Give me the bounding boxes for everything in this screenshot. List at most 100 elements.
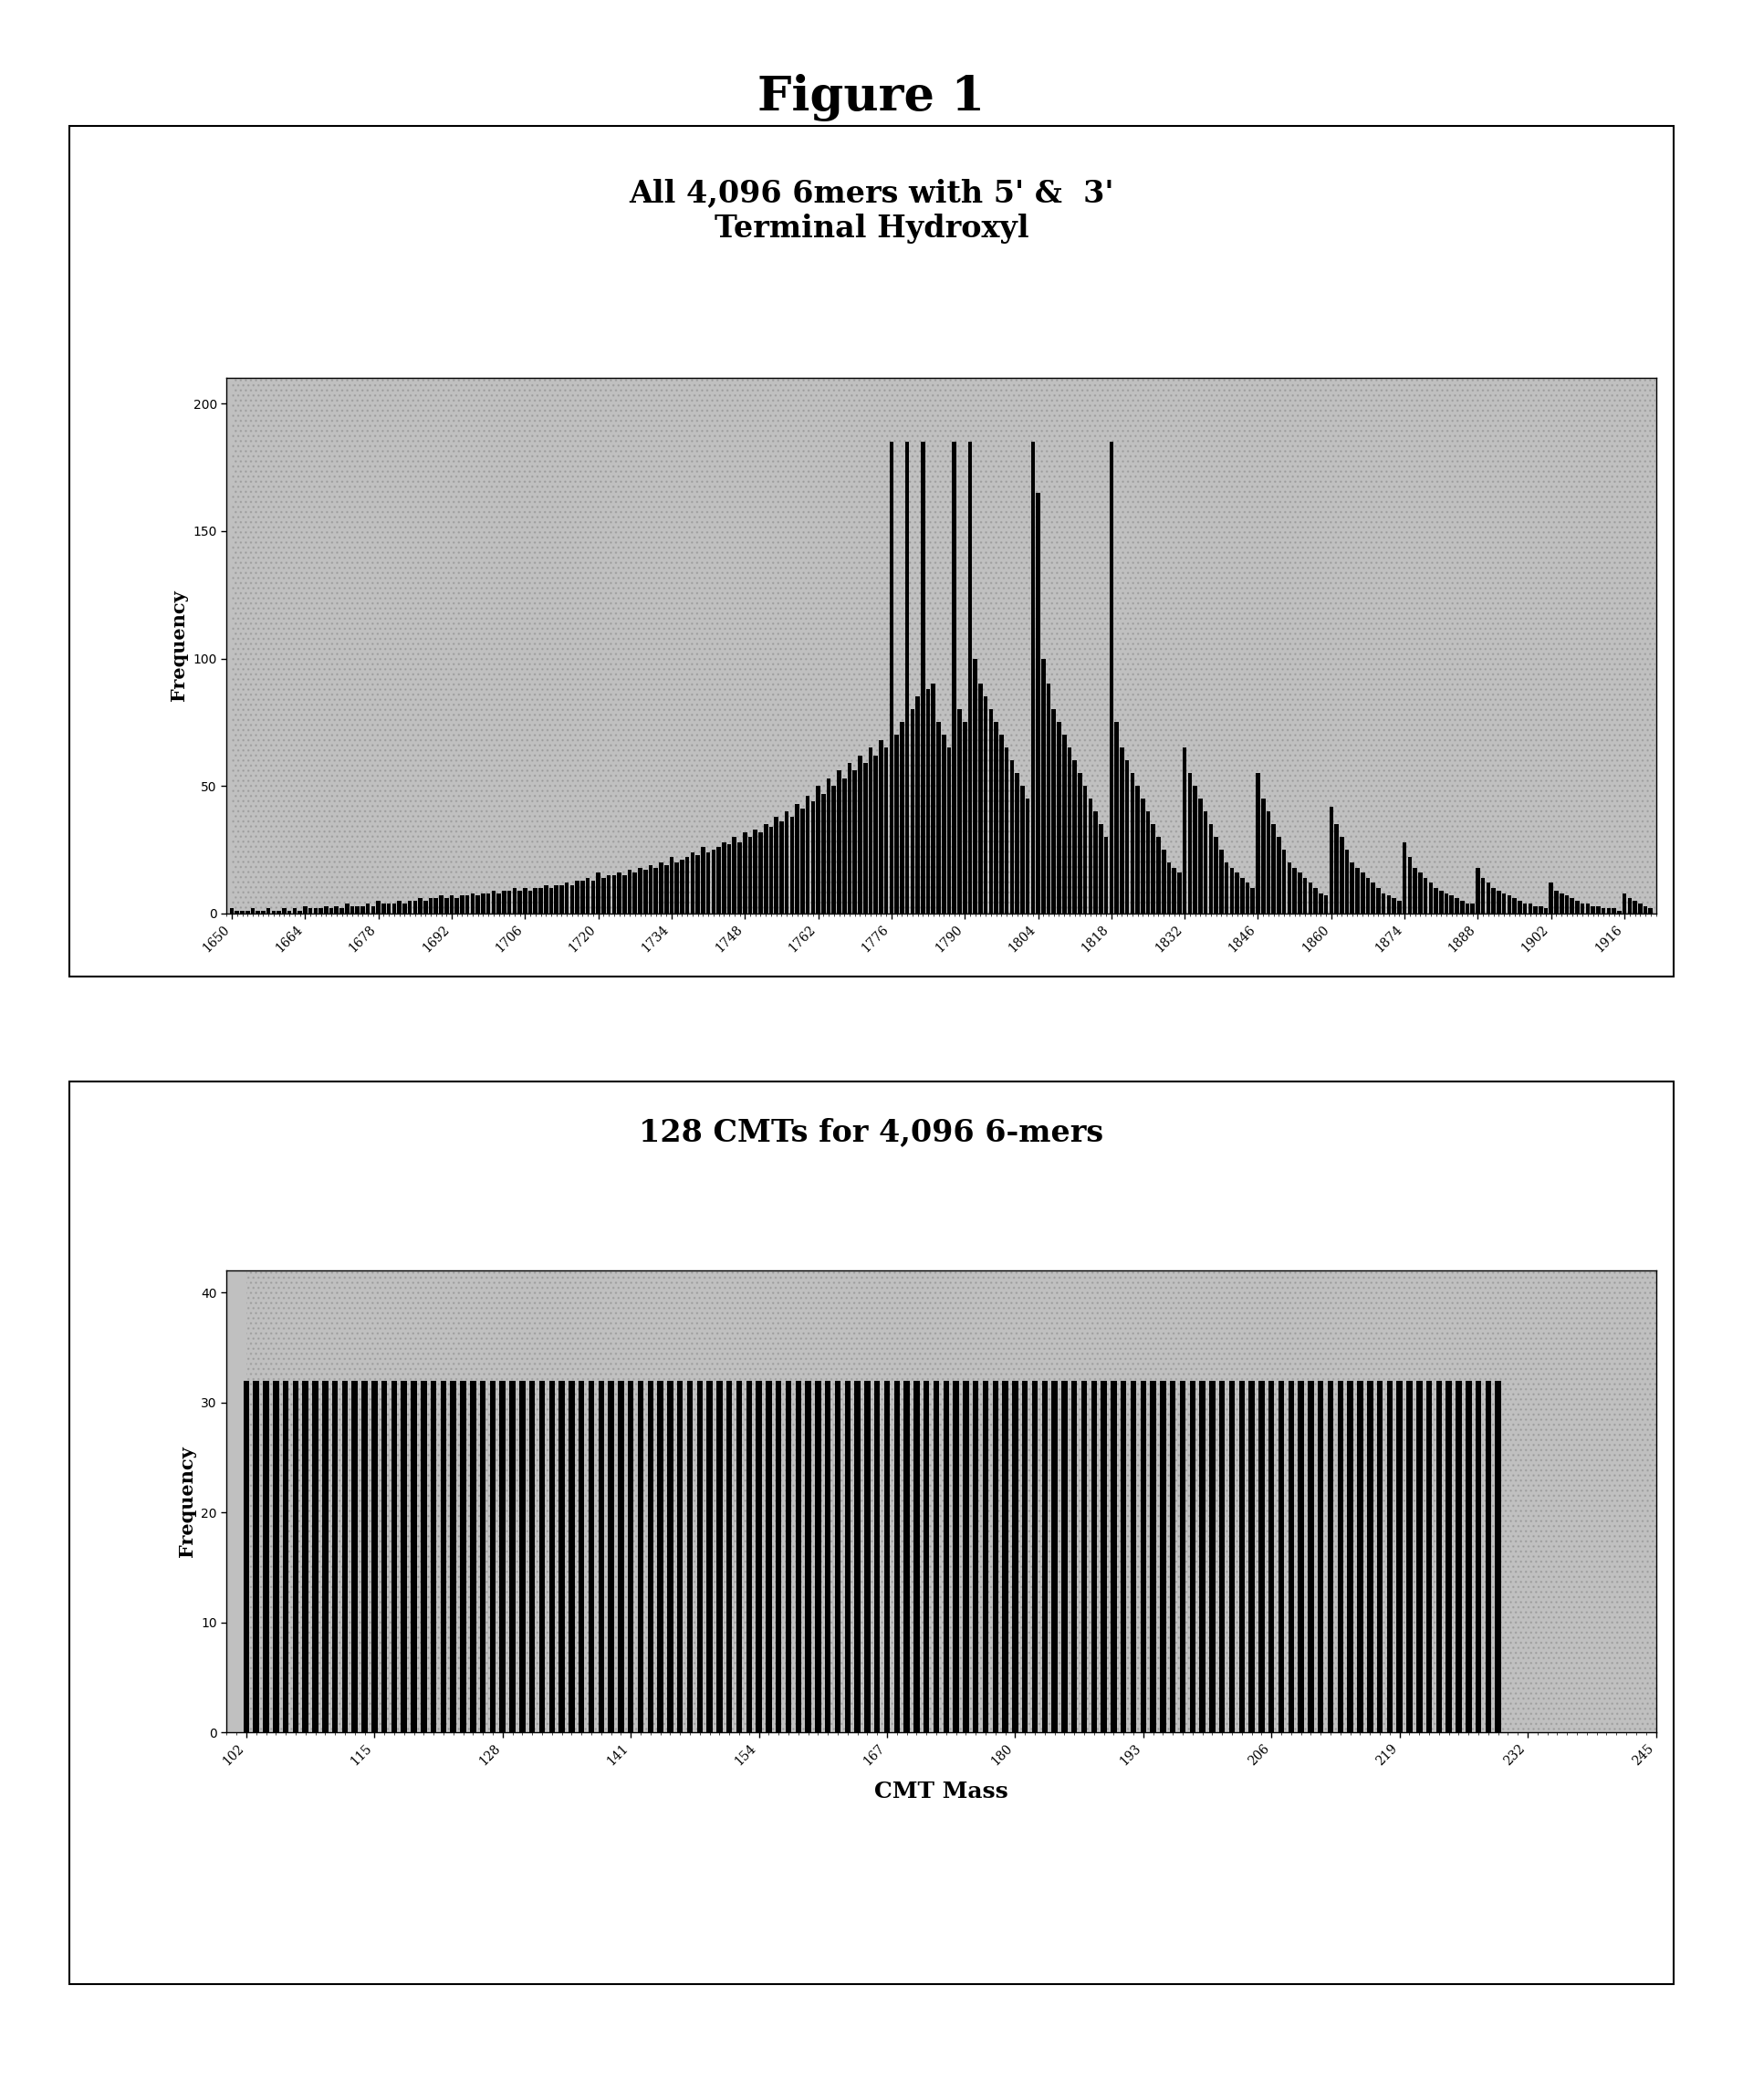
- Bar: [894, 735, 899, 913]
- Bar: [962, 722, 967, 914]
- Bar: [952, 441, 957, 913]
- Bar: [612, 876, 615, 913]
- Bar: [1239, 1380, 1245, 1732]
- Bar: [790, 817, 795, 914]
- Bar: [1426, 1380, 1433, 1732]
- Bar: [727, 1380, 732, 1732]
- Bar: [711, 850, 716, 914]
- Bar: [519, 1380, 525, 1732]
- Bar: [1192, 785, 1197, 913]
- Bar: [1502, 892, 1506, 913]
- Bar: [1283, 850, 1286, 914]
- Bar: [1229, 1380, 1236, 1732]
- Bar: [1145, 811, 1150, 913]
- Bar: [1393, 899, 1396, 913]
- Bar: [1523, 903, 1527, 913]
- Bar: [638, 867, 641, 914]
- Bar: [931, 685, 936, 913]
- Bar: [1278, 838, 1281, 913]
- Bar: [352, 1380, 357, 1732]
- Bar: [1269, 1380, 1274, 1732]
- Bar: [1129, 773, 1135, 914]
- Bar: [460, 1380, 465, 1732]
- Bar: [1025, 798, 1030, 913]
- Bar: [1103, 838, 1109, 913]
- Bar: [1140, 1380, 1147, 1732]
- Bar: [1170, 1380, 1177, 1732]
- Bar: [1612, 909, 1616, 913]
- Bar: [1203, 811, 1208, 913]
- Bar: [1396, 1380, 1403, 1732]
- Bar: [568, 1380, 575, 1732]
- Bar: [429, 899, 432, 913]
- Bar: [1098, 825, 1103, 913]
- Bar: [387, 903, 390, 913]
- Bar: [1166, 863, 1171, 913]
- Bar: [322, 1380, 328, 1732]
- Bar: [910, 710, 915, 913]
- Bar: [441, 1380, 446, 1732]
- Bar: [431, 1380, 436, 1732]
- Bar: [1455, 1380, 1462, 1732]
- Bar: [1251, 888, 1255, 913]
- Bar: [1628, 899, 1631, 913]
- Bar: [1067, 748, 1072, 913]
- Bar: [314, 909, 317, 913]
- Bar: [753, 830, 758, 914]
- Bar: [973, 1380, 978, 1732]
- Bar: [847, 762, 852, 913]
- Bar: [309, 909, 312, 913]
- Bar: [999, 735, 1004, 913]
- Bar: [608, 1380, 614, 1732]
- Bar: [1042, 1380, 1048, 1732]
- Bar: [889, 441, 894, 913]
- Bar: [1299, 1380, 1304, 1732]
- Bar: [926, 689, 931, 914]
- Bar: [544, 886, 547, 913]
- Bar: [591, 880, 594, 913]
- Bar: [1257, 773, 1260, 914]
- Bar: [1272, 825, 1276, 913]
- Bar: [471, 1380, 476, 1732]
- Bar: [298, 911, 302, 914]
- Bar: [1485, 1380, 1492, 1732]
- Bar: [1013, 1380, 1018, 1732]
- Bar: [1644, 905, 1647, 913]
- Bar: [251, 909, 254, 913]
- Bar: [736, 1380, 743, 1732]
- Bar: [420, 1380, 427, 1732]
- Bar: [1544, 909, 1548, 913]
- Bar: [619, 1380, 624, 1732]
- Bar: [1461, 901, 1464, 914]
- Bar: [826, 779, 831, 913]
- Bar: [779, 821, 784, 913]
- Bar: [924, 1380, 929, 1732]
- Bar: [293, 1380, 298, 1732]
- Bar: [1190, 1380, 1196, 1732]
- Bar: [356, 905, 359, 913]
- Bar: [579, 1380, 584, 1732]
- Bar: [831, 785, 837, 913]
- Bar: [371, 905, 375, 913]
- Bar: [1299, 874, 1302, 914]
- Bar: [512, 888, 516, 913]
- Bar: [884, 748, 889, 913]
- Bar: [905, 441, 910, 913]
- Bar: [408, 901, 411, 914]
- Bar: [361, 905, 364, 913]
- Bar: [659, 863, 664, 913]
- Bar: [1061, 735, 1067, 913]
- Bar: [988, 710, 994, 913]
- Bar: [256, 911, 260, 914]
- Bar: [465, 895, 469, 914]
- Bar: [267, 909, 270, 913]
- Bar: [1497, 890, 1501, 914]
- Bar: [946, 748, 952, 913]
- Bar: [528, 890, 532, 914]
- Bar: [1387, 1380, 1393, 1732]
- Bar: [1088, 798, 1093, 913]
- Bar: [627, 869, 631, 913]
- Bar: [1072, 1380, 1077, 1732]
- Bar: [471, 892, 474, 913]
- Bar: [1602, 909, 1605, 913]
